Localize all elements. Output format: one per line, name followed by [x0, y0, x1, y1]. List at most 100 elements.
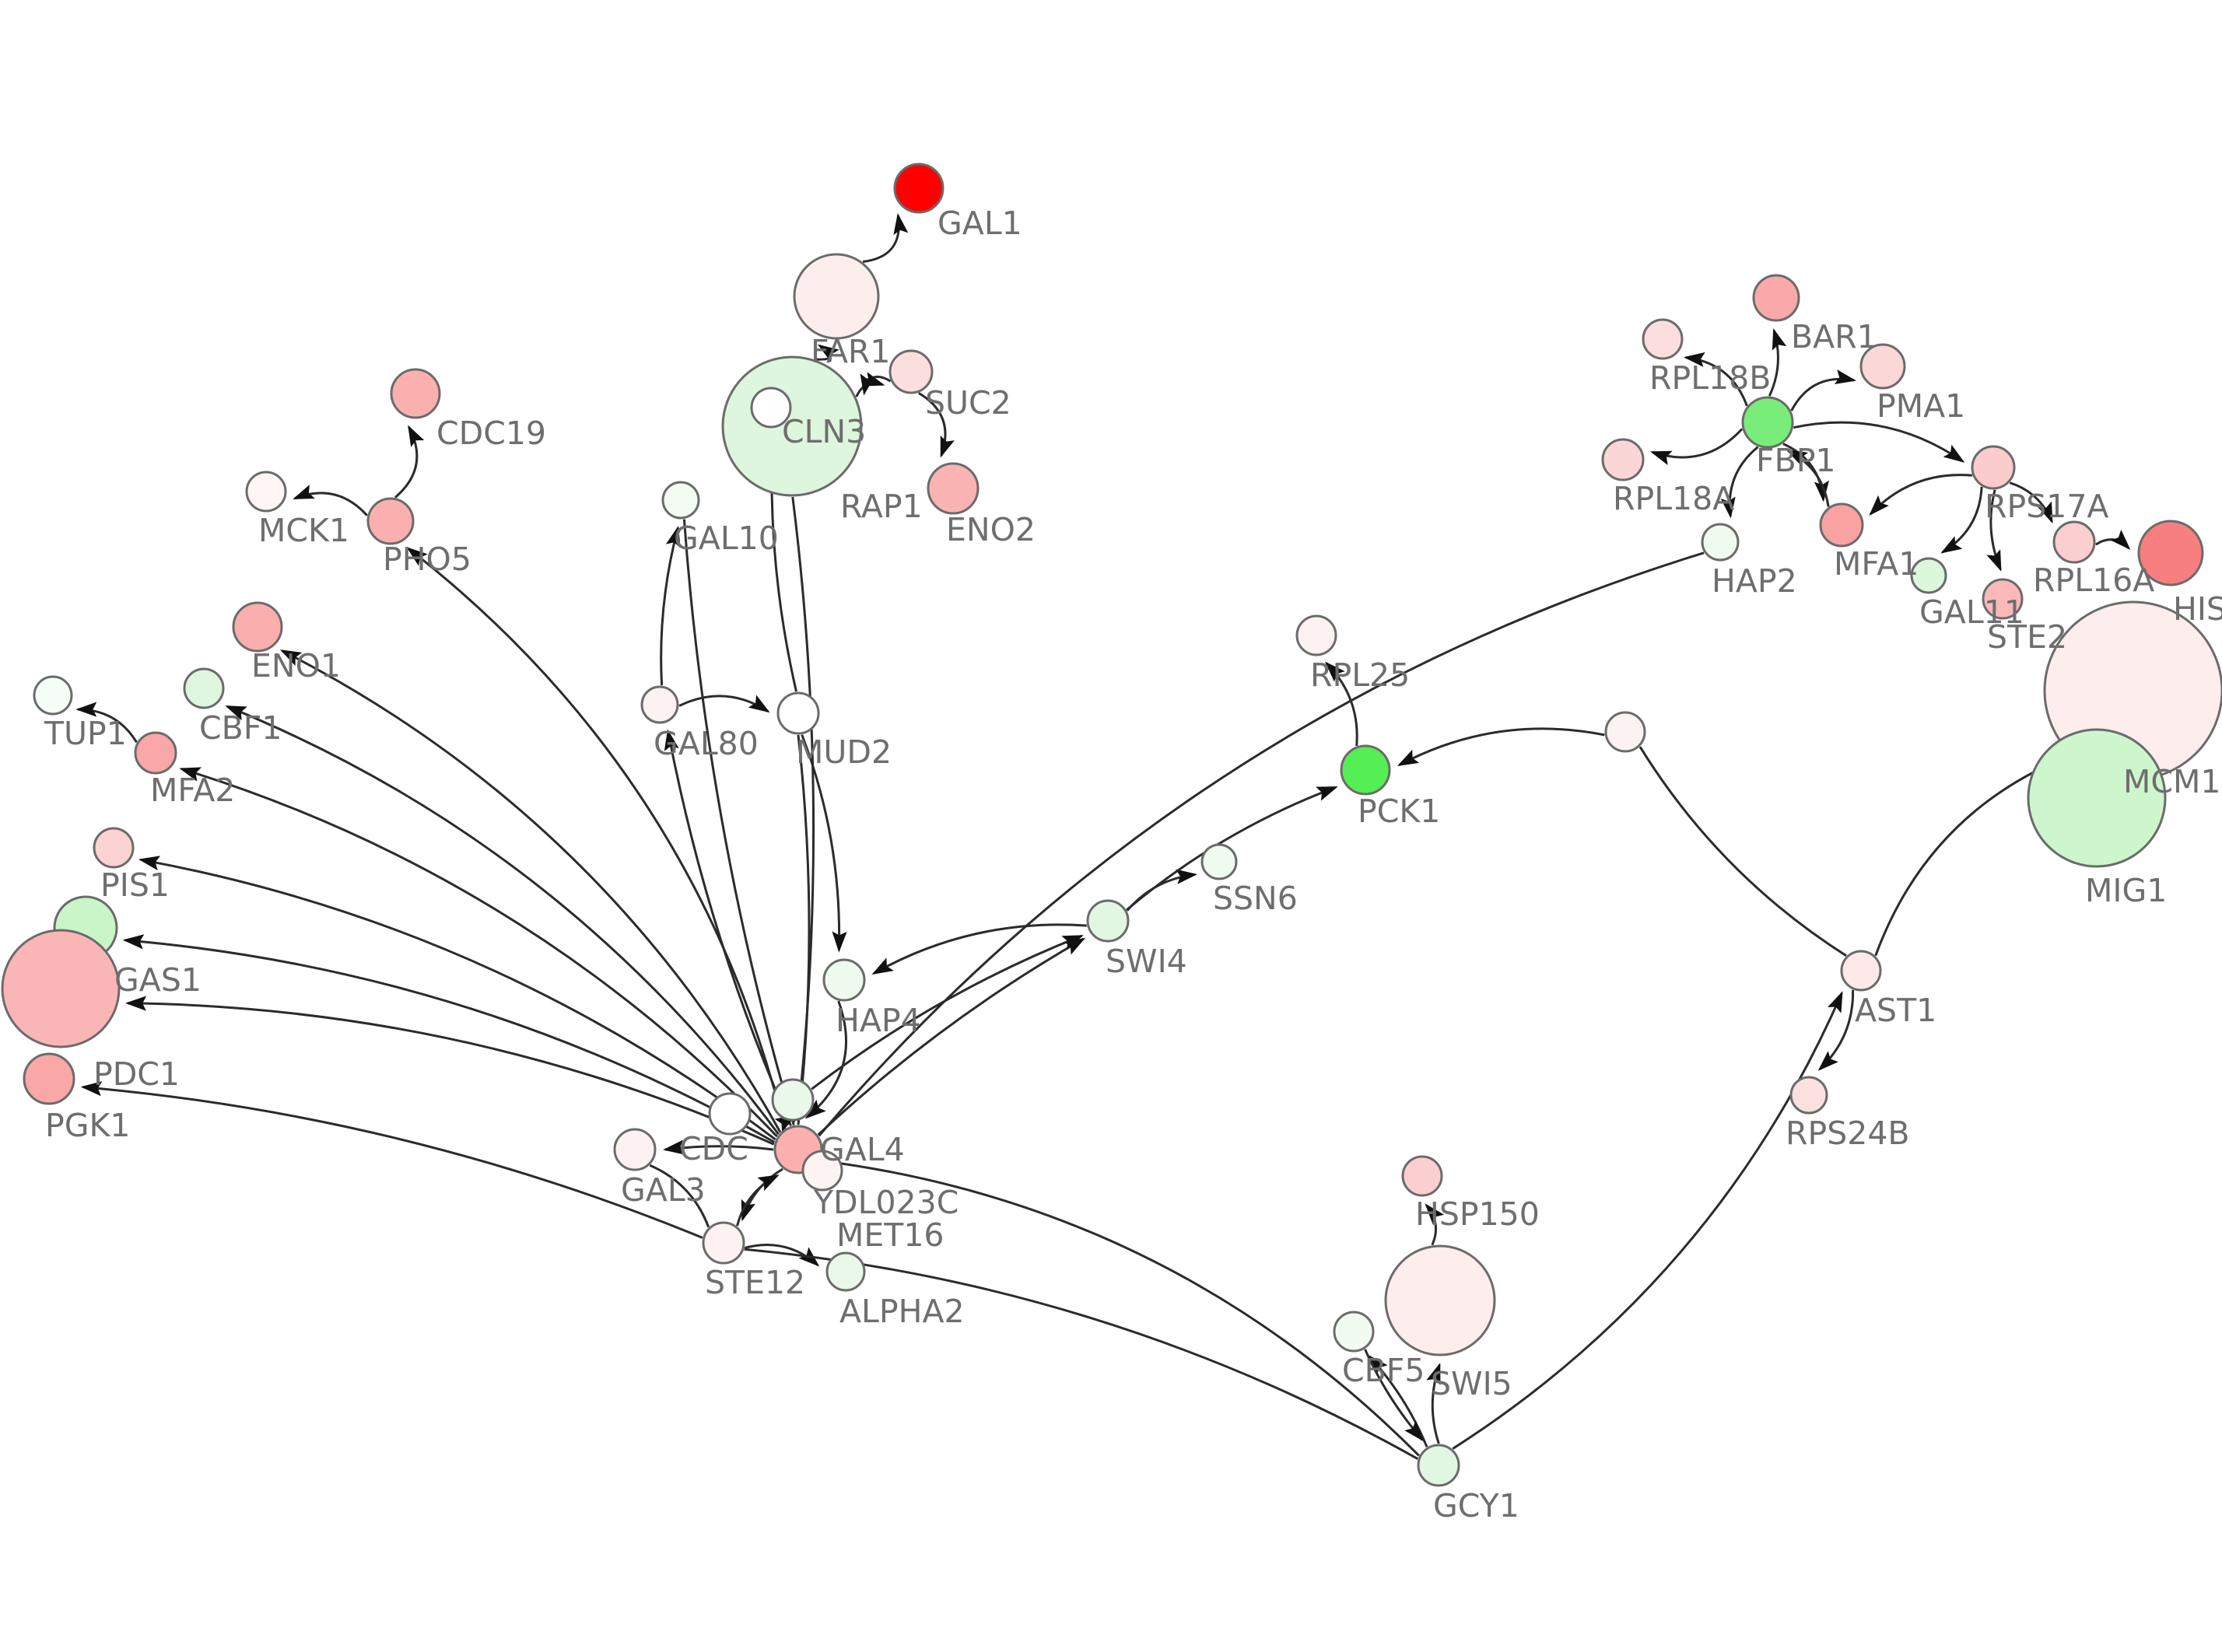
- edge-gal4-to-gas1[interactable]: [122, 934, 776, 1143]
- node-ste2[interactable]: [1982, 578, 2024, 620]
- edge-swi4-to-hap4[interactable]: [871, 923, 1087, 975]
- edge-suc2-to-eno2[interactable]: [918, 392, 955, 458]
- node-alpha2[interactable]: [825, 1251, 866, 1292]
- node-mfa1[interactable]: [1819, 502, 1864, 548]
- edge-rps17a-to-gal11[interactable]: [1940, 486, 1983, 554]
- node-suc2[interactable]: [888, 349, 934, 394]
- edge-rps17a-to-ste2[interactable]: [1986, 489, 2002, 572]
- node-gal11[interactable]: [1910, 557, 1947, 594]
- edge-cln3-to-gal4[interactable]: [791, 496, 815, 1118]
- edge-gal4-to-gal3[interactable]: [663, 1139, 774, 1155]
- edge-pho5-to-mck1[interactable]: [293, 485, 368, 516]
- edge-swi4-to-ssn6[interactable]: [1126, 869, 1198, 912]
- edge-fbp1-to-hap2[interactable]: [1720, 446, 1759, 519]
- node-mud2[interactable]: [776, 691, 820, 735]
- node-swi4[interactable]: [1086, 899, 1130, 943]
- edge-gal4-to-swi4[interactable]: [817, 937, 1086, 1136]
- node-rpl18a[interactable]: [1601, 438, 1645, 481]
- edge-pho5-to-cdc19[interactable]: [394, 425, 425, 499]
- node-rpl16a[interactable]: [2052, 520, 2096, 564]
- node-his4[interactable]: [2137, 520, 2204, 586]
- node-gal3[interactable]: [613, 1128, 657, 1171]
- node-far1[interactable]: [793, 253, 880, 340]
- node-eno2[interactable]: [927, 462, 980, 515]
- node-gal1[interactable]: [893, 163, 945, 214]
- node-gcy1[interactable]: [1417, 1444, 1460, 1487]
- edge-ste12-to-gal4[interactable]: [736, 1174, 780, 1227]
- edge-gal3-to-ste12[interactable]: [649, 1164, 710, 1228]
- edge-fbp1-to-rpl18b[interactable]: [1683, 352, 1748, 407]
- node-ast1[interactable]: [1840, 950, 1882, 992]
- edge-hub_r-to-ast1[interactable]: [1638, 746, 1847, 957]
- edge-ste12-to-pgk1[interactable]: [80, 1081, 703, 1239]
- edge-fbp1-to-pma1[interactable]: [1790, 369, 1857, 411]
- node-mck1[interactable]: [245, 471, 287, 513]
- node-mig1[interactable]: [2027, 728, 2167, 868]
- node-pma1[interactable]: [1859, 343, 1906, 390]
- node-cln3[interactable]: [721, 355, 863, 497]
- node-swi5[interactable]: [1384, 1244, 1496, 1356]
- edge-mfa1-to-fbp1[interactable]: [1786, 450, 1830, 507]
- node-ynode[interactable]: [771, 1078, 815, 1122]
- node-cdc_node[interactable]: [708, 1092, 752, 1136]
- edge-swi4-to-pck1[interactable]: [1126, 786, 1338, 911]
- edge-gal4-to-cbf1[interactable]: [225, 705, 780, 1136]
- node-mfa2[interactable]: [134, 731, 177, 775]
- edge-ste12-to-alpha2[interactable]: [744, 1243, 820, 1267]
- edge-gal4-to-gal80[interactable]: [664, 729, 792, 1127]
- edge-gal4-to-hap2[interactable]: [818, 551, 1705, 1137]
- node-fbp1[interactable]: [1741, 396, 1794, 449]
- node-rpl25[interactable]: [1295, 614, 1337, 656]
- node-eno1[interactable]: [232, 601, 283, 653]
- node-gal10[interactable]: [661, 481, 700, 520]
- node-rps17a[interactable]: [1971, 445, 2016, 490]
- node-pgk1[interactable]: [23, 1052, 75, 1105]
- node-ssn6[interactable]: [1200, 843, 1238, 880]
- edge-far1-to-gal1[interactable]: [862, 213, 909, 263]
- edge-rps17a-to-rpl16a[interactable]: [2009, 481, 2053, 524]
- node-cbf1[interactable]: [183, 667, 225, 709]
- node-pdc1[interactable]: [1, 929, 121, 1048]
- edge-gal4-to-eno1[interactable]: [279, 649, 782, 1133]
- edge-fbp1-to-mfa1[interactable]: [1782, 443, 1829, 502]
- node-rps24b[interactable]: [1789, 1076, 1828, 1115]
- edge-suc2-to-cln3[interactable]: [860, 373, 892, 396]
- edge-mfa2-to-tup1[interactable]: [75, 702, 138, 744]
- edge-fbp1-to-bar1[interactable]: [1768, 328, 1787, 397]
- edge-gcy1-to-ast1[interactable]: [1452, 991, 1843, 1450]
- edge-cbf5-to-gcy1[interactable]: [1364, 1349, 1425, 1442]
- node-pck1[interactable]: [1340, 744, 1391, 796]
- edge-gal4-to-mfa2[interactable]: [179, 767, 778, 1138]
- edge-gal4-to-pdc1[interactable]: [125, 996, 775, 1146]
- edge-gal80-to-mud2[interactable]: [678, 695, 770, 713]
- edge-rps17a-to-mfa1[interactable]: [1869, 474, 1973, 516]
- edge-hub_r-to-pck1[interactable]: [1397, 727, 1605, 767]
- node-hap2[interactable]: [1701, 523, 1740, 562]
- edge-gcy1-to-swi5[interactable]: [1426, 1363, 1441, 1444]
- node-hap4[interactable]: [822, 958, 866, 1002]
- edge-gal80-to-gal10[interactable]: [660, 525, 681, 686]
- edge-gal4-to-pis1[interactable]: [138, 856, 776, 1141]
- edge-fbp1-to-rpl18a[interactable]: [1649, 428, 1744, 465]
- edge-fbp1-to-rps17a[interactable]: [1793, 421, 1965, 463]
- node-tup1[interactable]: [33, 675, 73, 716]
- node-cbf5[interactable]: [1333, 1311, 1375, 1353]
- edge-cln3-to-far1[interactable]: [815, 344, 839, 362]
- edge-gal4-to-gcy1[interactable]: [820, 1159, 1420, 1457]
- edge-ast1-to-rps24b[interactable]: [1817, 989, 1855, 1071]
- node-bar1[interactable]: [1752, 274, 1800, 322]
- node-rpl18b[interactable]: [1642, 318, 1684, 360]
- node-cdc19[interactable]: [390, 368, 441, 419]
- node-hub_r[interactable]: [1604, 711, 1646, 753]
- edge-cln3-to-suc2[interactable]: [855, 372, 885, 397]
- node-pho5[interactable]: [366, 497, 415, 545]
- edge-mud2-to-hap4[interactable]: [801, 734, 847, 953]
- node-ste12[interactable]: [702, 1221, 745, 1265]
- edge-gal4-to-pho5[interactable]: [406, 547, 787, 1129]
- edge-gal10-to-gal4[interactable]: [682, 519, 795, 1125]
- node-rap1[interactable]: [750, 387, 792, 429]
- edge-swi5-to-hsp150[interactable]: [1425, 1203, 1445, 1246]
- edge-rpl16a-to-his4[interactable]: [2094, 530, 2131, 551]
- node-gal80[interactable]: [640, 685, 679, 724]
